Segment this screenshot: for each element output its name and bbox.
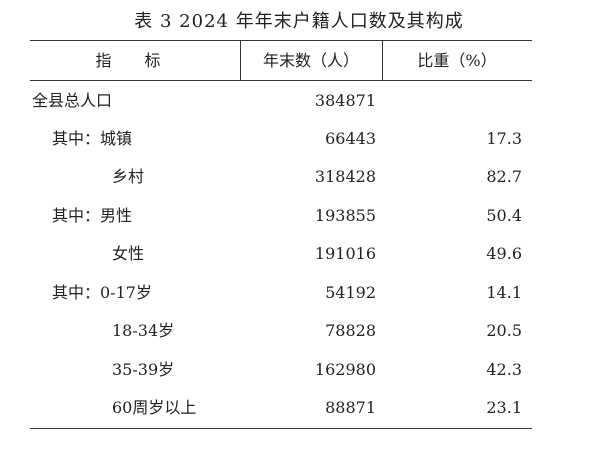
header-divider-1	[240, 41, 241, 80]
row-label: 35-39岁	[112, 360, 175, 379]
row-share: 23.1	[486, 398, 522, 417]
row-count: 191016	[314, 244, 376, 263]
row-count: 193855	[314, 206, 376, 225]
table-row: 其中：0-17岁 54192 14.1	[30, 274, 532, 312]
row-label: 其中：0-17岁	[52, 283, 152, 302]
row-label: 18-34岁	[112, 321, 175, 340]
row-count: 162980	[314, 360, 376, 379]
row-count: 88871	[325, 398, 376, 417]
table-title: 表 3 2024 年年末户籍人口数及其构成	[134, 11, 464, 32]
row-label: 其中：男性	[52, 206, 133, 225]
table-row: 其中：城镇 66443 17.3	[30, 120, 532, 158]
row-share: 20.5	[486, 321, 522, 340]
row-count: 66443	[325, 129, 376, 148]
header-share: 比重（%）	[417, 51, 497, 70]
row-count: 78828	[325, 321, 376, 340]
table-row: 全县总人口 384871	[30, 82, 532, 120]
table-row: 60周岁以上 88871 23.1	[30, 389, 532, 427]
row-share: 17.3	[486, 129, 522, 148]
table-row: 其中：男性 193855 50.4	[30, 197, 532, 235]
header-year-end-count: 年末数（人）	[262, 51, 359, 70]
row-share: 42.3	[486, 360, 522, 379]
row-count: 54192	[325, 283, 376, 302]
table-row: 35-39岁 162980 42.3	[30, 351, 532, 389]
table-row: 女性 191016 49.6	[30, 235, 532, 273]
table-row: 18-34岁 78828 20.5	[30, 312, 532, 350]
table-header-rule	[30, 80, 532, 81]
header-divider-2	[382, 41, 383, 80]
row-share: 82.7	[486, 167, 522, 186]
table-top-rule	[30, 40, 532, 41]
row-count: 384871	[314, 91, 376, 110]
table-row: 乡村 318428 82.7	[30, 158, 532, 196]
row-label: 全县总人口	[32, 91, 113, 110]
row-label: 女性	[112, 244, 145, 263]
row-label: 乡村	[112, 167, 145, 186]
header-indicator: 指 标	[95, 51, 175, 70]
row-label: 60周岁以上	[112, 398, 197, 417]
table-bottom-rule	[30, 428, 532, 429]
row-share: 50.4	[486, 206, 522, 225]
row-share: 14.1	[486, 283, 522, 302]
row-label: 其中：城镇	[52, 129, 133, 148]
row-count: 318428	[314, 167, 376, 186]
row-share: 49.6	[486, 244, 522, 263]
